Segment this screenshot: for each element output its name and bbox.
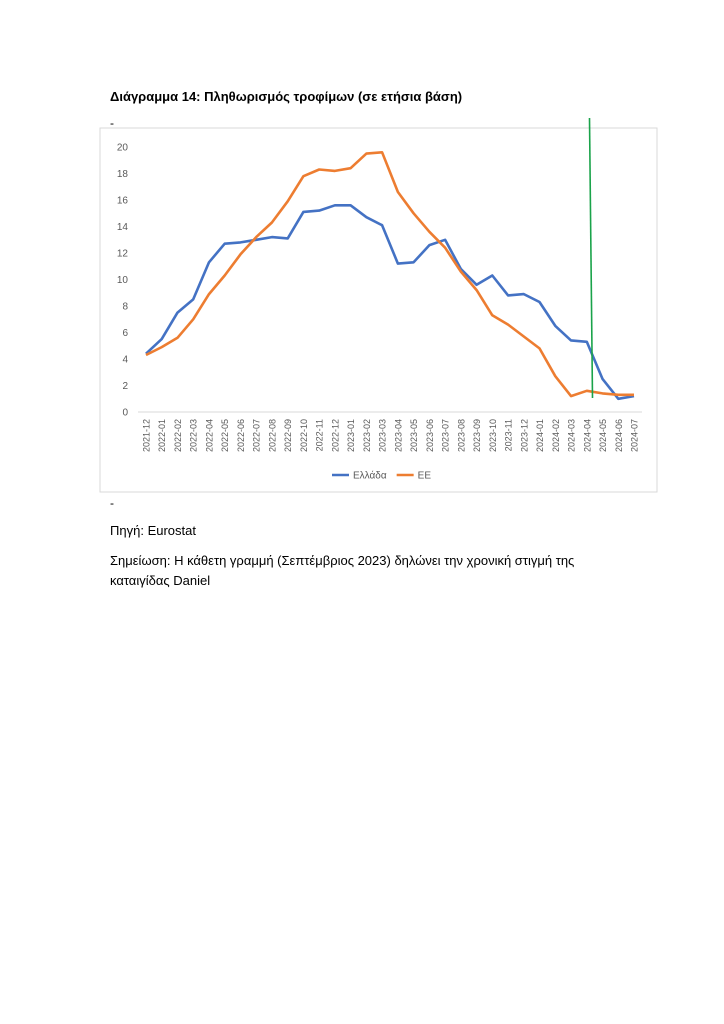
x-tick-label: 2024-03 (567, 419, 577, 452)
series-line-eu (145, 151, 634, 398)
y-tick-label: 16 (117, 196, 129, 207)
x-tick-label: 2022-07 (252, 419, 262, 452)
x-tick-label: 2024-01 (535, 419, 545, 452)
x-tick-label: 2024-04 (582, 419, 592, 452)
x-tick-label: 2023-09 (472, 419, 482, 452)
x-tick-label: 2022-01 (157, 419, 167, 452)
x-tick-label: 2023-11 (504, 419, 514, 451)
legend-label: Ελλάδα (353, 470, 387, 482)
legend-label: ΕΕ (418, 471, 432, 482)
x-tick-label: 2023-08 (456, 419, 466, 452)
x-tick-label: 2022-09 (283, 419, 293, 452)
x-tick-label: 2022-11 (315, 419, 325, 451)
chart-title: Διάγραμμα 14: Πληθωρισμός τροφίμων (σε ε… (110, 89, 463, 104)
x-tick-label: 2023-10 (488, 419, 498, 452)
x-tick-label: 2022-02 (173, 419, 183, 452)
x-tick-label: 2023-12 (519, 419, 529, 452)
x-tick-label: 2023-03 (378, 419, 388, 452)
x-tick-label: 2023-06 (425, 419, 435, 452)
y-tick-label: 10 (117, 275, 129, 286)
x-tick-label: 2024-02 (551, 419, 561, 452)
y-tick-label: 18 (117, 169, 129, 180)
y-tick-label: 14 (117, 222, 129, 233)
x-tick-label: 2022-12 (330, 419, 340, 452)
y-tick-label: 20 (117, 143, 129, 154)
x-tick-label: 2023-05 (409, 419, 419, 452)
x-tick-label: 2024-05 (598, 419, 608, 452)
x-tick-label: 2024-07 (630, 419, 640, 452)
storm-daniel-marker-line (588, 117, 594, 399)
x-tick-label: 2022-05 (220, 419, 230, 452)
y-tick-label: 4 (122, 355, 128, 366)
y-tick-label: 6 (122, 328, 128, 339)
x-tick-label: 2021-12 (142, 419, 152, 452)
x-tick-label: 2024-06 (614, 419, 624, 452)
x-tick-label: 2023-04 (393, 419, 403, 452)
source-text: Πηγή: Eurostat (110, 523, 196, 538)
x-tick-label: 2023-07 (441, 419, 451, 452)
y-tick-label: 2 (122, 381, 128, 392)
y-tick-label: 8 (122, 302, 128, 313)
chart-frame (99, 127, 658, 493)
x-tick-label: 2022-08 (267, 419, 277, 452)
x-tick-label: 2022-06 (236, 419, 246, 452)
separator-dash: - (110, 496, 114, 510)
x-tick-label: 2022-03 (189, 419, 199, 452)
separator-dash: - (110, 116, 114, 130)
x-tick-label: 2023-02 (362, 419, 372, 452)
line-chart: 0 2 4 6 8 10 12 14 16 18 20 2021-12 2022-01 2022-02 20… (99, 117, 658, 493)
series-line-greece (145, 204, 635, 401)
x-tick-label: 2022-10 (299, 419, 309, 452)
x-tick-label: 2022-04 (204, 419, 214, 452)
x-tick-label: 2023-01 (346, 419, 356, 452)
note-text: Σημείωση: Η κάθετη γραμμή (Σεπτέμβριος 2… (110, 553, 575, 588)
y-tick-label: 12 (117, 249, 129, 260)
y-tick-label: 0 (122, 408, 128, 419)
